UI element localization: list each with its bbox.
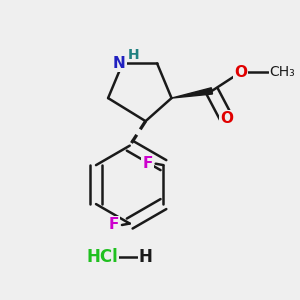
Text: N: N: [113, 56, 125, 71]
Text: F: F: [142, 156, 153, 171]
Polygon shape: [172, 88, 212, 98]
Text: HCl: HCl: [86, 248, 118, 266]
Text: O: O: [220, 111, 233, 126]
Text: H: H: [128, 48, 139, 62]
Text: O: O: [234, 64, 247, 80]
Text: CH₃: CH₃: [270, 65, 295, 79]
Text: F: F: [109, 218, 119, 232]
Text: H: H: [139, 248, 152, 266]
